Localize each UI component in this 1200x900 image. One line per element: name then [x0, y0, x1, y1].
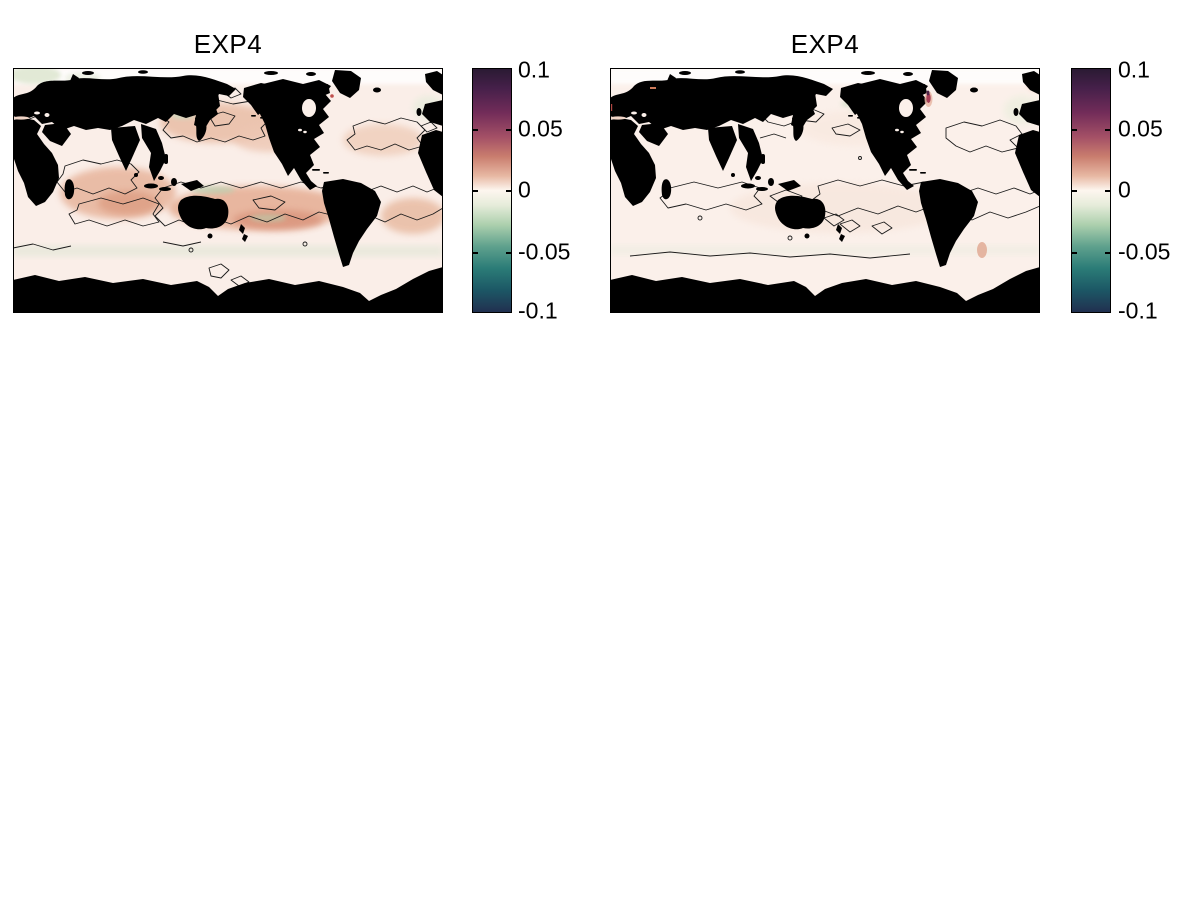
colorbar-tick	[1105, 129, 1110, 131]
panel-title-left: EXP4	[193, 29, 263, 59]
axes-border	[13, 68, 443, 313]
colorbar-tick-label: 0.05	[518, 115, 563, 142]
world-map-right-svg	[610, 68, 1040, 313]
colorbar-tick	[1072, 252, 1077, 254]
world-map-left	[13, 68, 443, 313]
colorbar-tick-label: 0.05	[1118, 115, 1163, 142]
panel-title-right: EXP4	[790, 29, 860, 59]
colorbar-tick	[1072, 129, 1077, 131]
colorbar-tick	[1072, 190, 1077, 192]
baffin-bay-anomaly-spot	[330, 94, 334, 98]
colorbar-tick	[1105, 190, 1110, 192]
colorbar-tick-label: -0.05	[1118, 238, 1171, 265]
baffin-bay-anomaly-spot	[924, 90, 933, 107]
colorbar-tick	[506, 190, 511, 192]
world-map-left-svg	[13, 68, 443, 313]
colorbar-tick-label: 0.1	[518, 56, 550, 83]
colorbar-tick-label: 0	[518, 176, 531, 203]
colorbar-tick-label: -0.1	[1118, 297, 1158, 324]
colorbar-tick-label: -0.05	[518, 238, 571, 265]
colorbar-left	[472, 68, 512, 313]
colorbar-tick-label: 0	[1118, 176, 1131, 203]
colorbar-tick	[473, 129, 478, 131]
colorbar-tick	[506, 129, 511, 131]
colorbar-tick	[506, 252, 511, 254]
colorbar-tick	[473, 190, 478, 192]
colorbar-tick	[1105, 252, 1110, 254]
colorbar-right	[1071, 68, 1111, 313]
colorbar-tick-label: 0.1	[1118, 56, 1150, 83]
colorbar-tick	[473, 252, 478, 254]
norwegian-coast-anomaly	[610, 104, 613, 111]
arctic-coast-anomaly	[650, 87, 656, 89]
world-map-right	[610, 68, 1040, 313]
argentine-coast-anomaly	[977, 242, 987, 258]
colorbar-tick-label: -0.1	[518, 297, 558, 324]
axes-border	[610, 68, 1040, 313]
